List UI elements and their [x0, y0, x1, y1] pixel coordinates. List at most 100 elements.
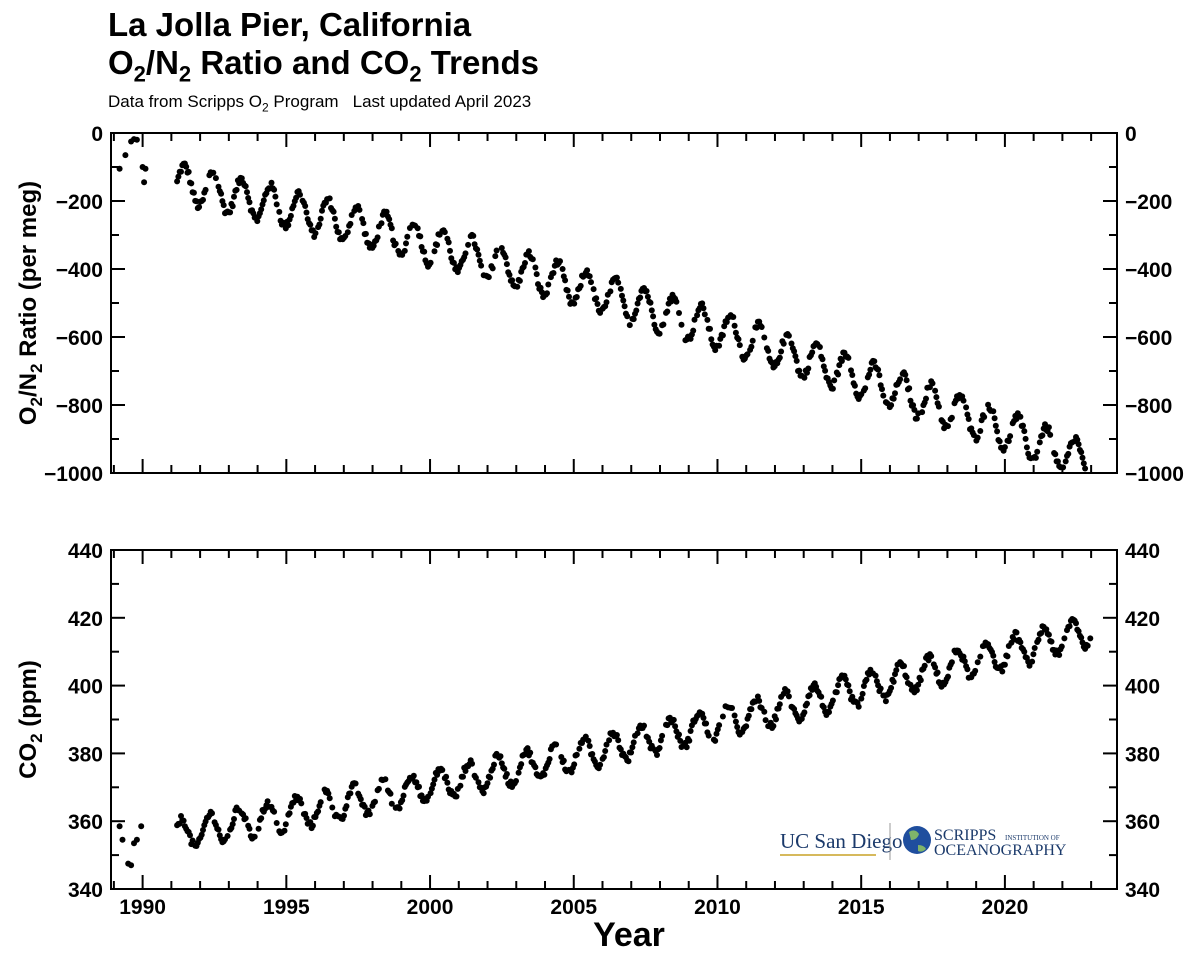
- data-point: [268, 179, 275, 186]
- y-tick-label-left: −200: [56, 191, 103, 214]
- data-point: [849, 693, 856, 700]
- data-point: [835, 371, 842, 378]
- data-point: [691, 316, 698, 323]
- data-point: [816, 344, 823, 350]
- data-point: [533, 271, 540, 278]
- data-point: [917, 677, 924, 684]
- data-point: [502, 254, 509, 261]
- data-point: [673, 298, 680, 305]
- data-point: [664, 308, 671, 315]
- data-point: [573, 294, 580, 300]
- data-point: [758, 324, 765, 330]
- data-point: [119, 836, 126, 843]
- y-tick-label-right: 360: [1125, 811, 1160, 834]
- data-point: [732, 718, 739, 725]
- data-point: [748, 706, 755, 713]
- data-point: [991, 415, 998, 422]
- data-point: [491, 761, 497, 768]
- data-point: [634, 300, 641, 307]
- data-point: [529, 256, 536, 263]
- data-point: [142, 165, 149, 172]
- data-point: [654, 752, 660, 758]
- data-point: [1065, 450, 1072, 457]
- data-point: [656, 330, 663, 337]
- data-point: [901, 663, 907, 669]
- data-point: [704, 316, 711, 323]
- data-point: [1078, 449, 1085, 456]
- y-axis-label-o2n2: O2/N2 Ratio (per meg): [15, 181, 46, 425]
- data-point: [189, 837, 196, 844]
- data-point: [392, 240, 399, 247]
- data-point: [677, 737, 684, 744]
- data-point: [343, 803, 350, 810]
- data-point: [341, 812, 347, 819]
- data-point: [487, 774, 494, 781]
- data-point: [335, 229, 342, 236]
- data-point: [785, 332, 792, 339]
- data-point: [716, 342, 723, 349]
- data-point: [386, 216, 393, 223]
- data-point: [564, 287, 571, 294]
- data-point: [906, 385, 913, 392]
- plot-frame-o2n2: [110, 132, 1118, 474]
- data-point: [287, 212, 294, 219]
- data-point: [460, 773, 466, 780]
- data-point: [401, 247, 408, 254]
- data-point: [374, 234, 381, 241]
- y-tick-label-right: 400: [1125, 676, 1160, 699]
- data-point: [302, 203, 309, 209]
- data-point: [650, 313, 657, 320]
- data-point: [911, 406, 918, 413]
- data-point: [396, 805, 403, 812]
- data-point: [855, 703, 862, 710]
- data-point: [218, 190, 225, 197]
- data-point: [498, 245, 505, 251]
- data-point: [557, 258, 563, 265]
- data-point: [845, 354, 852, 361]
- data-point: [382, 776, 389, 783]
- data-point: [238, 175, 245, 182]
- data-point: [506, 271, 513, 278]
- data-point: [876, 372, 883, 379]
- data-point: [620, 297, 627, 304]
- data-point: [1045, 424, 1052, 431]
- data-point: [366, 811, 373, 818]
- data-point: [829, 385, 836, 392]
- data-point: [996, 438, 1003, 445]
- data-point: [602, 748, 609, 754]
- data-point: [657, 737, 664, 744]
- data-point: [453, 793, 460, 800]
- scripps-logo-main: SCRIPPS: [934, 827, 996, 844]
- data-point: [1075, 441, 1082, 448]
- data-point: [699, 300, 706, 307]
- data-points-o2n2: [116, 136, 1089, 472]
- data-point: [963, 404, 970, 411]
- data-point: [128, 862, 135, 869]
- data-point: [1054, 458, 1061, 465]
- data-point: [678, 321, 685, 328]
- y-tick-label-left: −1000: [44, 463, 103, 486]
- data-point: [516, 277, 523, 284]
- data-point: [1043, 626, 1050, 633]
- data-point: [1020, 422, 1026, 429]
- data-point: [860, 683, 867, 689]
- data-point: [347, 220, 354, 227]
- plot-panel-co2: 340 340 360 360 380 380 400 400 420 420 440 440 1990…: [15, 540, 1160, 954]
- data-point: [441, 229, 448, 236]
- data-point: [312, 230, 319, 237]
- data-point: [116, 823, 123, 830]
- data-point: [251, 833, 258, 840]
- data-point: [546, 756, 553, 762]
- data-point: [434, 242, 441, 248]
- data-point: [933, 394, 940, 401]
- data-point: [903, 377, 910, 384]
- data-point: [871, 358, 878, 365]
- data-point: [791, 348, 798, 355]
- globe-icon: [903, 826, 931, 854]
- data-point: [888, 684, 895, 691]
- data-point: [708, 336, 715, 343]
- data-point: [209, 810, 215, 817]
- data-point: [858, 695, 865, 702]
- y-tick-label-left: 380: [68, 743, 103, 766]
- data-point: [317, 799, 324, 806]
